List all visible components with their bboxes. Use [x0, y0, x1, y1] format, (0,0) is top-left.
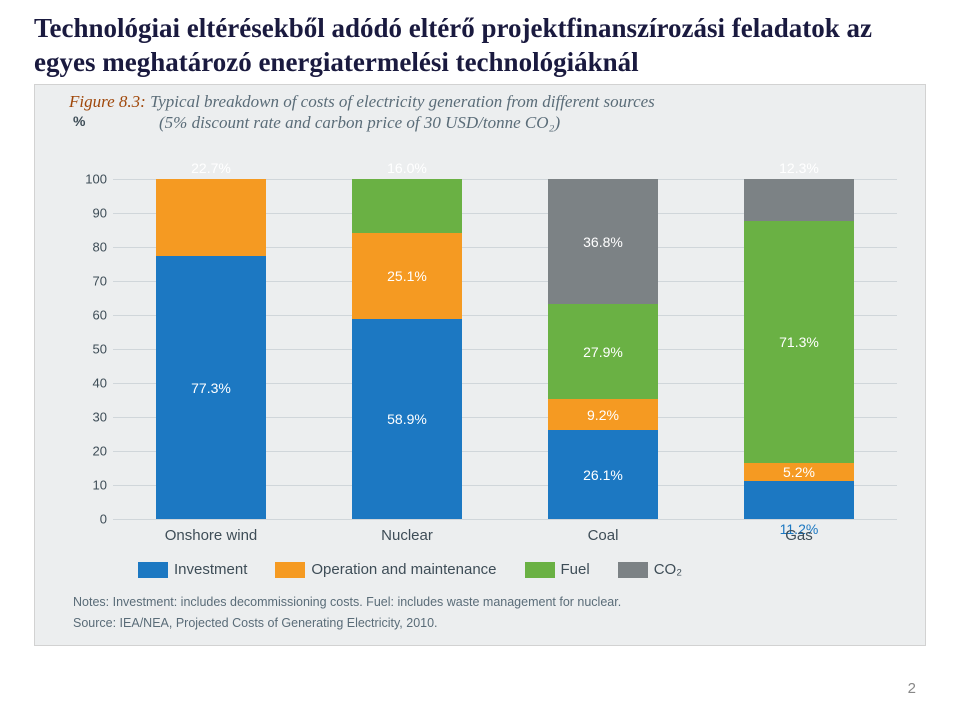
y-tick-label: 60: [73, 308, 107, 323]
page-number: 2: [908, 680, 916, 697]
category-label: Coal: [505, 527, 701, 544]
chart-plot: % 22.7%77.3%Onshore wind16.0%25.1%58.9%N…: [113, 139, 897, 519]
y-tick-label: 80: [73, 240, 107, 255]
legend-label: Fuel: [561, 561, 590, 578]
chart-legend: Investment Operation and maintenance Fuel C…: [138, 561, 917, 578]
legend-label: CO₂: [654, 561, 682, 578]
bar-segment-om: 9.2%: [548, 399, 658, 430]
bar-value-label: 25.1%: [352, 268, 462, 284]
bar-segment-investment: 11.2%: [744, 481, 854, 519]
chart-caption: Figure 8.3: Typical breakdown of costs o…: [43, 91, 917, 140]
category-label: Gas: [701, 527, 897, 544]
chart-column: 22.7%77.3%Onshore wind: [113, 179, 309, 519]
bar-value-label: 9.2%: [548, 407, 658, 423]
legend-item-co2: CO₂: [618, 561, 682, 578]
bar-stack: 12.3% 71.3% 5.2%11.2%: [744, 179, 854, 519]
chart-notes: Notes: Investment: includes decommission…: [73, 592, 917, 635]
category-label: Onshore wind: [113, 527, 309, 544]
y-axis-label: %: [73, 113, 85, 129]
bar-value-label: 36.8%: [548, 234, 658, 250]
bar-segment-co2: 12.3%: [744, 179, 854, 221]
bar-segment-investment: 77.3%: [156, 256, 266, 519]
y-tick-label: 100: [73, 172, 107, 187]
legend-swatch: [138, 562, 168, 578]
legend-item-fuel: Fuel: [525, 561, 590, 578]
bar-stack: 22.7% 77.3%: [156, 179, 266, 519]
legend-swatch: [618, 562, 648, 578]
legend-label: Investment: [174, 561, 247, 578]
figure-container: Figure 8.3: Typical breakdown of costs o…: [34, 84, 926, 646]
y-tick-label: 10: [73, 478, 107, 493]
bar-value-label: 22.7%: [156, 160, 266, 176]
caption-prefix: Figure 8.3:: [69, 92, 146, 111]
caption-main: Typical breakdown of costs of electricit…: [150, 92, 655, 111]
y-tick-label: 40: [73, 376, 107, 391]
page-title: Technológiai eltérésekből adódó eltérő p…: [34, 12, 926, 80]
y-tick-label: 20: [73, 444, 107, 459]
bar-value-label: 16.0%: [352, 160, 462, 176]
chart-column: 36.8%27.9%9.2%26.1%Coal: [505, 179, 701, 519]
bar-stack: 36.8% 27.9% 9.2% 26.1%: [548, 179, 658, 519]
y-tick-label: 90: [73, 206, 107, 221]
category-label: Nuclear: [309, 527, 505, 544]
notes-line-2: Source: IEA/NEA, Projected Costs of Gene…: [73, 613, 917, 634]
y-tick-label: 0: [73, 512, 107, 527]
bar-segment-om: 25.1%: [352, 233, 462, 318]
y-tick-label: 70: [73, 274, 107, 289]
y-tick-label: 30: [73, 410, 107, 425]
bar-segment-om: 22.7%: [156, 179, 266, 256]
bar-segment-fuel: 71.3%: [744, 221, 854, 463]
bar-segment-om: 5.2%: [744, 463, 854, 481]
bar-value-label: 12.3%: [744, 160, 854, 176]
legend-item-om: Operation and maintenance: [275, 561, 496, 578]
notes-line-1: Notes: Investment: includes decommission…: [73, 592, 917, 613]
bar-segment-fuel: 16.0%: [352, 179, 462, 233]
legend-swatch: [275, 562, 305, 578]
bar-value-label: 58.9%: [352, 411, 462, 427]
chart-column: 12.3%71.3%5.2%11.2%Gas: [701, 179, 897, 519]
bar-value-label: 5.2%: [744, 464, 854, 480]
bar-value-label: 71.3%: [744, 334, 854, 350]
bar-value-label: 26.1%: [548, 467, 658, 483]
y-tick-label: 50: [73, 342, 107, 357]
legend-label: Operation and maintenance: [311, 561, 496, 578]
caption-sub: (5% discount rate and carbon price of 30…: [69, 112, 560, 133]
bar-value-label: 77.3%: [156, 380, 266, 396]
chart-column: 16.0%25.1%58.9%Nuclear: [309, 179, 505, 519]
bar-segment-investment: 58.9%: [352, 319, 462, 519]
legend-swatch: [525, 562, 555, 578]
bar-stack: 16.0% 25.1% 58.9%: [352, 179, 462, 519]
bar-value-label: 27.9%: [548, 344, 658, 360]
bar-segment-co2: 36.8%: [548, 179, 658, 304]
grid-line: [113, 519, 897, 520]
bar-segment-investment: 26.1%: [548, 430, 658, 519]
legend-item-investment: Investment: [138, 561, 247, 578]
bar-segment-fuel: 27.9%: [548, 304, 658, 399]
